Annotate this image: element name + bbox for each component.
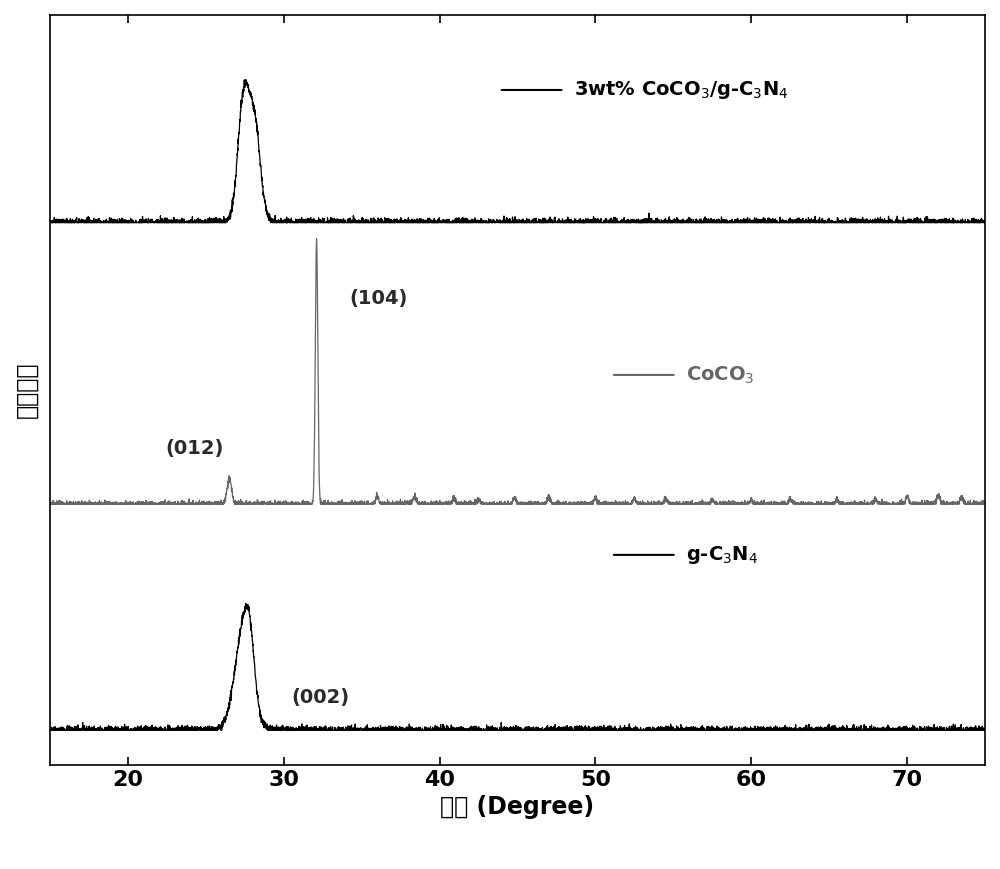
Text: (002): (002) — [292, 688, 350, 707]
Text: 3wt% CoCO$_3$/g-C$_3$N$_4$: 3wt% CoCO$_3$/g-C$_3$N$_4$ — [574, 79, 788, 101]
Text: (104): (104) — [349, 289, 408, 308]
Y-axis label: 相对强度: 相对强度 — [15, 362, 39, 418]
Text: g-C$_3$N$_4$: g-C$_3$N$_4$ — [686, 544, 758, 566]
Text: CoCO$_3$: CoCO$_3$ — [686, 364, 754, 386]
X-axis label: 角度 (Degree): 角度 (Degree) — [440, 795, 595, 819]
Text: (012): (012) — [166, 439, 224, 458]
